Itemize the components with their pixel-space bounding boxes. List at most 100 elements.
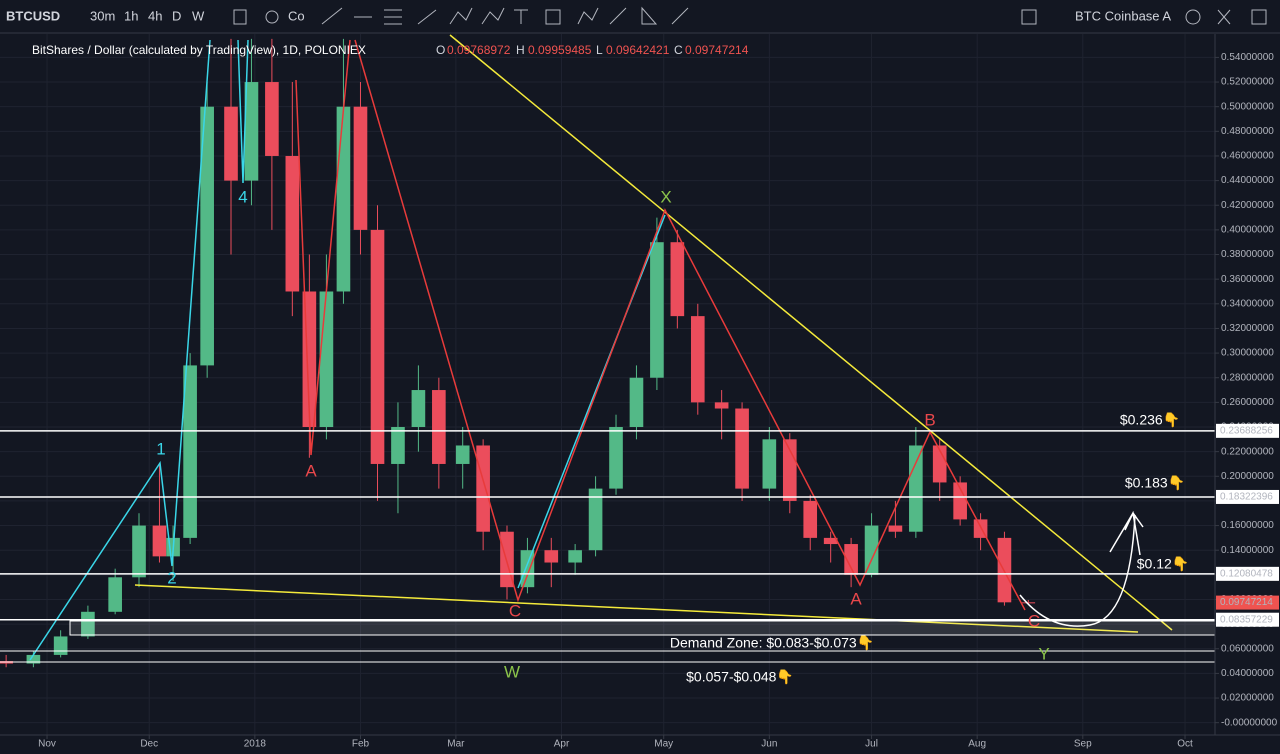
y-tick-label: 0.32000000 — [1221, 323, 1274, 334]
tool-icons[interactable] — [321, 6, 689, 25]
demand-zone — [69, 620, 1215, 636]
candle-body — [762, 439, 777, 489]
candle-body — [476, 445, 490, 532]
candle-body — [735, 408, 749, 489]
price-box — [1216, 489, 1279, 504]
candle-body — [265, 82, 279, 156]
last-price-label: 0.09747214 — [1220, 597, 1273, 608]
price-box-label: 0.12080478 — [1220, 568, 1273, 579]
legend-value: 0.09768972 — [447, 43, 511, 57]
x-tick-label: Feb — [352, 739, 370, 750]
x-tick-label: Sep — [1074, 739, 1092, 750]
candle-body — [432, 390, 446, 464]
x-tick-label: 2018 — [244, 739, 267, 750]
legend-label: O — [436, 43, 445, 57]
drawing-tools — [233, 6, 1267, 25]
window-icons[interactable] — [1217, 9, 1267, 25]
x-tick-label: Apr — [554, 739, 570, 750]
legend-label: C — [674, 43, 683, 57]
y-tick-label: 0.34000000 — [1221, 298, 1274, 309]
interval-buttons: 30m 1h 4h D W — [90, 8, 205, 23]
candle-body — [803, 500, 818, 538]
price-lines — [0, 430, 1215, 621]
candle-body — [455, 445, 470, 464]
candle-body — [588, 488, 603, 551]
wave-label: Y — [1038, 644, 1049, 663]
wave-label: 4 — [238, 187, 247, 206]
y-tick-label: 0.26000000 — [1221, 397, 1274, 408]
wave-label: C — [1028, 611, 1040, 630]
wave-line — [237, 39, 249, 184]
candle-body — [953, 482, 967, 520]
y-tick-label: 0.04000000 — [1221, 668, 1274, 679]
y-tick-label: 0.16000000 — [1221, 520, 1274, 531]
candle-body — [544, 550, 559, 563]
wave-line — [354, 39, 1026, 611]
price-box-label: 0.08357229 — [1220, 614, 1273, 625]
candle-body — [823, 537, 838, 545]
y-tick-label: 0.40000000 — [1221, 225, 1274, 236]
candle-body — [411, 390, 426, 428]
candle-body — [224, 106, 238, 181]
price-axis — [1215, 34, 1280, 754]
zone-label: $0.057-$0.048👇 — [686, 669, 794, 686]
candle-body — [568, 550, 582, 563]
candle-body — [200, 106, 214, 366]
interval-button[interactable]: 4h — [148, 8, 162, 23]
legend: BitShares / Dollar (calculated by Tradin… — [32, 43, 749, 57]
interval-button[interactable]: 1h — [124, 8, 138, 23]
compare-button[interactable]: Co — [288, 8, 305, 23]
x-tick-label: Jul — [865, 739, 878, 750]
candle-body — [26, 654, 41, 664]
x-tick-label: Mar — [447, 739, 465, 750]
chart-style-icon[interactable] — [233, 9, 247, 25]
y-tick-label: 0.48000000 — [1221, 126, 1274, 137]
wave-label: 2 — [167, 568, 176, 587]
symbol[interactable]: BTCUSD — [6, 8, 60, 23]
indicator-icon[interactable] — [265, 10, 279, 24]
y-tick-label: 0.22000000 — [1221, 446, 1274, 457]
candle-body — [336, 106, 351, 292]
y-tick-label: 0.14000000 — [1221, 545, 1274, 556]
legend-value: 0.09959485 — [528, 43, 592, 57]
toggle-icon[interactable] — [1021, 9, 1037, 25]
interval-button[interactable]: W — [192, 8, 205, 23]
candle-body — [1021, 602, 1036, 604]
y-tick-label: -0.00000000 — [1221, 717, 1278, 728]
legend-title: BitShares / Dollar (calculated by Tradin… — [32, 43, 366, 57]
x-tick-label: Dec — [140, 739, 158, 750]
legend-label: H — [516, 43, 525, 57]
target-label: $0.236👇 — [1120, 412, 1180, 429]
candle-body — [932, 445, 947, 483]
candle-body — [108, 577, 122, 612]
wave-label: X — [660, 187, 671, 206]
interval-button[interactable]: 30m — [90, 8, 115, 23]
settings-icon[interactable] — [1185, 9, 1201, 25]
candle-body — [670, 242, 685, 317]
y-tick-label: 0.42000000 — [1221, 200, 1274, 211]
y-tick-label: 0.28000000 — [1221, 372, 1274, 383]
target-label: $0.183👇 — [1125, 475, 1185, 492]
projection-curve — [1019, 514, 1136, 627]
y-tick-label: 0.38000000 — [1221, 249, 1274, 260]
candle-body — [864, 525, 879, 575]
candle-body — [132, 525, 146, 578]
candle-body — [714, 402, 729, 409]
candle-body — [81, 611, 95, 637]
candle-body — [53, 636, 68, 655]
interval-button[interactable]: D — [172, 8, 181, 23]
y-tick-label: 0.44000000 — [1221, 175, 1274, 186]
wave-label: C — [509, 601, 521, 620]
y-tick-label: 0.50000000 — [1221, 101, 1274, 112]
candle-body — [370, 229, 385, 464]
candle-body — [244, 82, 259, 181]
trend-line — [134, 584, 1139, 633]
wave-label: W — [504, 662, 520, 681]
candle-body — [152, 525, 167, 557]
legend-label: L — [596, 43, 603, 57]
price-box — [1216, 612, 1279, 627]
wave-line — [517, 214, 666, 589]
drawings — [0, 34, 1215, 663]
layout-name[interactable]: BTC Coinbase A — [1075, 8, 1171, 23]
